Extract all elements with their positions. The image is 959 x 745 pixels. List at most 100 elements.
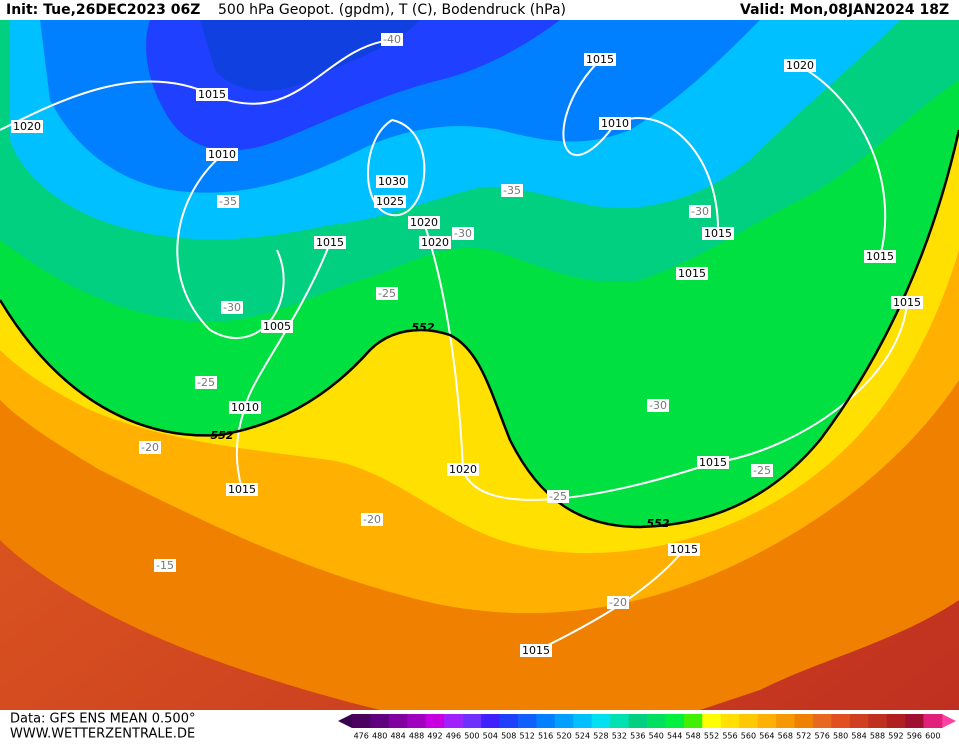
pressure-label-box [784,59,816,72]
color-cell [739,714,758,728]
temperature-label-group: -25 [547,490,569,503]
temperature-label-box [361,513,383,526]
colorbar-tick-label: 524 [575,732,590,741]
temperature-label-box [689,205,711,218]
color-cell [425,714,445,728]
color-cell [554,714,574,728]
temperature-label: -30 [649,399,667,412]
pressure-label-group: 1015 [314,236,346,249]
temperature-label: -35 [219,195,237,208]
pressure-label-group: 1015 [676,267,708,280]
colorbar-tick-label: 504 [483,732,498,741]
pressure-label-group: 1010 [599,117,631,130]
height-label-group: 552 [211,429,234,442]
pressure-label-group: 1010 [206,148,238,161]
pressure-label-group: 1005 [261,320,293,333]
temperature-label-box [547,490,569,503]
temperature-label: -30 [223,301,241,314]
pressure-label-group: 1015 [226,483,258,496]
height-label-group: 552 [412,321,435,334]
pressure-label-box [419,236,451,249]
temperature-label-group: -20 [139,441,161,454]
color-cell [683,714,703,728]
colorbar-tick-label: 476 [354,732,369,741]
pressure-label: 1020 [449,463,477,476]
temperature-label: -25 [197,376,215,389]
pressure-label: 1010 [231,401,259,414]
pressure-label-box [408,216,440,229]
pressure-label-box [891,296,923,309]
pressure-label-group: 1015 [196,88,228,101]
temperature-label-box [381,33,403,46]
pressure-label: 1015 [678,267,706,280]
temperature-label-box [217,195,239,208]
colorbar-tick-label: 512 [520,732,535,741]
colorbar-tick-label: 544 [667,732,682,741]
temperature-label-box [139,441,161,454]
temperature-label: -15 [156,559,174,572]
pressure-label: 1025 [376,195,404,208]
color-cell [462,714,482,728]
pressure-label-box [196,88,228,101]
color-cell [757,714,777,728]
colorbar-tick-label: 556 [722,732,737,741]
color-cell [481,714,500,728]
color-cell [849,714,869,728]
color-cell [628,714,648,728]
pressure-label-group: 1010 [229,401,261,414]
data-source: Data: GFS ENS MEAN 0.500° [10,712,195,727]
pressure-label: 1015 [704,227,732,240]
temperature-label-box [376,287,398,300]
height-contour [0,129,959,529]
pressure-label: 1015 [670,543,698,556]
temperature-label-group: -30 [221,301,243,314]
pressure-label: 1015 [228,483,256,496]
colorbar-tick-label: 588 [870,732,885,741]
pressure-label-group: 1025 [374,195,406,208]
pressure-label: 1020 [421,236,449,249]
temperature-label: -30 [454,227,472,240]
temperature-label: -20 [141,441,159,454]
color-cell [388,714,408,728]
website: WWW.WETTERZENTRALE.DE [10,727,195,742]
colorbar-tick-label: 508 [501,732,516,741]
temperature-label-box [221,301,243,314]
temperature-label: -30 [691,205,709,218]
pressure-label: 1015 [699,456,727,469]
pressure-label: 1015 [893,296,921,309]
colorbar-tick-label: 572 [796,732,811,741]
color-cell [499,714,519,728]
pressure-label: 1015 [586,53,614,66]
color-cell [573,714,592,728]
temperature-label-group: -20 [361,513,383,526]
temperature-label-group: -25 [195,376,217,389]
pressure-label-box [11,120,43,133]
color-cell [776,714,795,728]
colorbar-tick-label: 560 [741,732,756,741]
colorbar-tick-label: 568 [778,732,793,741]
color-cell [831,714,851,728]
colorbar-tick-label: 536 [630,732,645,741]
color-cell [647,714,666,728]
pressure-label-group: 1020 [11,120,43,133]
color-cell [794,714,814,728]
pressure-label-group: 1020 [419,236,451,249]
pressure-label: 1015 [198,88,226,101]
pressure-label: 1030 [378,175,406,188]
color-cell [610,714,629,728]
temperature-label-group: -25 [376,287,398,300]
color-cell [536,714,556,728]
temperature-label-box [751,464,773,477]
temperature-label-box [195,376,217,389]
pressure-label-box [584,53,616,66]
pressure-label-box [864,250,896,263]
map-title: 500 hPa Geopot. (gpdm), T (C), Bodendruc… [218,2,566,18]
temperature-label-group: -25 [751,464,773,477]
pressure-label-group: 1015 [891,296,923,309]
pressure-label-group: 1020 [447,463,479,476]
color-cell [370,714,390,728]
color-cell [352,714,371,728]
pressure-label-box [226,483,258,496]
temperature-label-group: -15 [154,559,176,572]
colorbar-tick-label: 552 [704,732,719,741]
